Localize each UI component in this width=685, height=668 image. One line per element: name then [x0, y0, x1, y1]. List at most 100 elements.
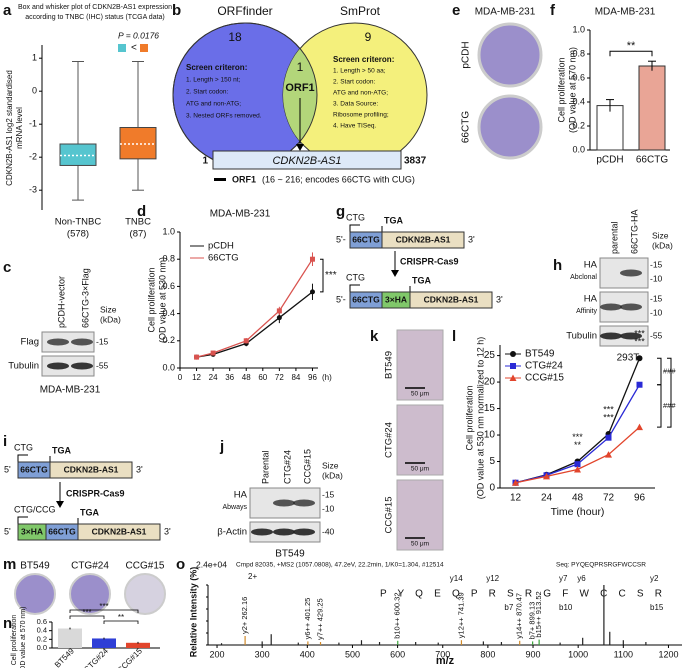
stop-codon: TGA	[80, 507, 99, 517]
point	[636, 381, 643, 388]
peak-label: y2+ 262.16	[240, 597, 249, 634]
criteria: Ribosome profiling;	[333, 112, 389, 119]
y-tick-label: 0.4	[162, 308, 175, 318]
lane-label: CTG#24	[282, 450, 292, 484]
y-tick-label: 1.0	[572, 24, 585, 34]
x-unit: (h)	[322, 373, 332, 382]
criteria: Screen criteron:	[333, 55, 394, 64]
legend-marker	[510, 351, 516, 357]
y-tick-label: -3	[29, 185, 37, 195]
size-marker: -15	[650, 259, 663, 269]
criteria: 3. Nested ORFs removed.	[186, 113, 262, 120]
segment-label: CDKN2B-AS1	[64, 464, 119, 474]
sequence: P Y Q E Q P R S R G F W C C S R	[380, 589, 666, 600]
point	[309, 289, 315, 295]
scale-label: 50 μm	[411, 541, 429, 548]
plate	[69, 573, 111, 615]
size-marker: -15	[96, 336, 109, 346]
significance: ***	[572, 432, 583, 442]
x-tick-label: 900	[526, 649, 541, 659]
segment-label: 66CTG	[20, 464, 48, 474]
three-prime: 3'	[136, 464, 143, 474]
segment-label: 66CTG	[48, 526, 76, 536]
segment-label: CDKN2B-AS1	[424, 294, 479, 304]
y-tick-label: 15	[484, 403, 496, 414]
set-count: 9	[365, 30, 372, 44]
row-label: Tubulin	[8, 361, 39, 372]
plate-label: CCG#15	[126, 561, 165, 572]
x-tick-label: 60	[258, 373, 267, 382]
start-codon: CTG	[14, 442, 33, 452]
size-marker: -55	[650, 330, 663, 340]
y-axis-label: Cell proliferation	[464, 385, 474, 450]
segment	[409, 291, 493, 309]
tss-arrow	[17, 516, 28, 524]
y-axis-label: (OD value at 530 nm normalized to 12 h)	[475, 337, 485, 500]
significance: ***	[325, 270, 337, 281]
panel-letter: e	[452, 2, 460, 19]
group-n: (578)	[67, 229, 89, 240]
line	[196, 258, 314, 358]
y-axis-label: (OD value at 570 nm)	[20, 607, 27, 668]
significance: ###	[663, 366, 676, 375]
y-tick-label: 20	[484, 377, 496, 388]
y-tick-label: 0.6	[572, 72, 585, 82]
x-tick-label: 48	[572, 493, 584, 504]
panel-letter: d	[137, 203, 146, 220]
lane-label: 66CTG-HA	[629, 209, 639, 254]
y-ion: y7	[559, 574, 568, 583]
b-ion: b10	[559, 603, 573, 612]
band	[251, 528, 273, 536]
x-tick-label: CCG#15	[116, 646, 145, 668]
y-ion: y6	[577, 574, 586, 583]
bar	[92, 638, 116, 648]
size-label: Size	[322, 460, 339, 470]
significance: **	[118, 613, 124, 622]
y-ion: y12	[486, 574, 499, 583]
sig-bracket	[667, 357, 672, 428]
y-ion: y2	[650, 574, 659, 583]
x-tick-label: 700	[435, 649, 450, 659]
peak-label: y6++ 401.25	[303, 598, 312, 640]
y-tick-label: 0.0	[37, 643, 47, 652]
arrowhead	[391, 270, 399, 277]
panel-letter: m	[3, 556, 16, 573]
x-tick-label: 800	[480, 649, 495, 659]
point	[605, 434, 612, 441]
panel-title: MDA-MB-231	[595, 7, 656, 18]
arrowhead	[296, 144, 304, 151]
y-axis-label: Relative Intensity (%)	[188, 567, 198, 658]
significance: **	[574, 440, 582, 450]
sig-bracket	[103, 620, 139, 624]
row-label: HA	[234, 490, 248, 501]
legend-swatch	[140, 44, 148, 52]
micrograph	[396, 329, 444, 401]
row-label: HA	[584, 294, 598, 305]
panel-letter: n	[3, 615, 12, 632]
stop-codon: TGA	[384, 215, 403, 225]
image-label: CTG#24	[384, 422, 395, 458]
size-marker: -15	[322, 489, 335, 499]
cell-line: MDA-MB-231	[40, 385, 101, 396]
sig-bracket	[69, 615, 105, 619]
x-axis-label: Time (hour)	[551, 506, 605, 518]
cell-line: 293T	[617, 353, 640, 364]
band	[620, 303, 642, 311]
size-label: (kDa)	[100, 314, 121, 324]
x-tick-label: 1200	[658, 649, 678, 659]
size-marker: -10	[650, 307, 663, 317]
y-tick-label: 5	[489, 456, 495, 467]
x-tick-label: 96	[308, 373, 317, 382]
x-tick-label: 66CTG	[636, 155, 668, 166]
segment	[77, 523, 161, 541]
method: CRISPR-Cas9	[400, 256, 459, 266]
band	[47, 362, 69, 370]
gene-bar	[212, 150, 402, 170]
plate-label: pCDH	[461, 41, 472, 68]
x-tick-label: 300	[255, 649, 270, 659]
y-axis-label: (OD value at 530 nm)	[157, 257, 167, 343]
point	[309, 256, 315, 262]
size-marker: -40	[322, 526, 335, 536]
panel-title: MDA-MB-231	[210, 209, 271, 220]
